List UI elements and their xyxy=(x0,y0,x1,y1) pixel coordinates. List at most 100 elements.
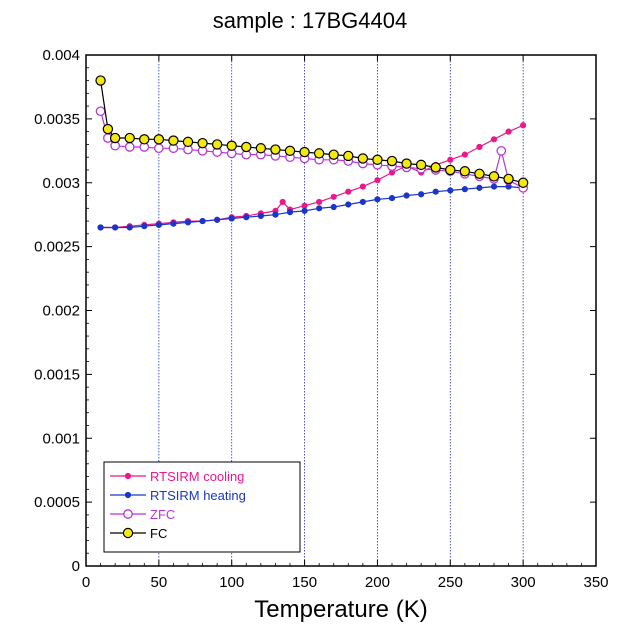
chart-title: sample : 17BG4404 xyxy=(213,8,407,33)
data-point xyxy=(243,214,250,221)
data-point xyxy=(343,150,354,162)
data-point xyxy=(505,128,512,135)
data-point xyxy=(388,194,396,202)
series-layer xyxy=(95,75,529,231)
y-tick-label: 0.003 xyxy=(42,175,80,192)
series-3 xyxy=(95,75,529,188)
data-point xyxy=(97,224,104,231)
axes: 0 50 100 150 200 250 300 350 0 0.0005 0.001 0.0015 0… xyxy=(34,47,608,591)
x-tick-label: 200 xyxy=(365,574,390,591)
data-point xyxy=(490,136,498,143)
data-point xyxy=(445,164,456,176)
data-point xyxy=(372,154,383,165)
data-point xyxy=(241,141,252,153)
legend-marker xyxy=(123,509,133,519)
data-point xyxy=(474,168,485,180)
data-point xyxy=(520,122,527,129)
y-tick-label: 0.0035 xyxy=(34,111,80,128)
data-point xyxy=(170,220,177,227)
data-point xyxy=(299,146,310,158)
data-point xyxy=(415,159,427,171)
legend: RTSIRM cooling RTSIRM heating ZFC FC xyxy=(103,461,301,553)
legend-entry-0: RTSIRM cooling xyxy=(110,469,244,484)
data-point xyxy=(279,198,286,206)
x-tick-label: 100 xyxy=(219,574,244,591)
data-point xyxy=(357,153,369,164)
data-point xyxy=(488,171,500,182)
legend-entry-2: ZFC xyxy=(110,507,175,522)
data-point xyxy=(401,158,412,169)
x-tick-label: 0 xyxy=(82,574,90,591)
x-tick-label: 50 xyxy=(151,574,168,591)
data-point xyxy=(155,221,162,229)
legend-label: RTSIRM heating xyxy=(150,488,246,503)
data-point xyxy=(141,223,148,230)
data-point xyxy=(430,162,441,173)
y-tick-label: 0.0025 xyxy=(34,239,80,256)
series-line-1 xyxy=(100,186,524,229)
data-point xyxy=(214,216,221,223)
data-point xyxy=(286,209,294,216)
legend-label: ZFC xyxy=(150,507,175,522)
legend-box xyxy=(103,461,301,553)
data-point xyxy=(432,188,439,195)
data-point xyxy=(102,123,114,135)
legend-entry-1: RTSIRM heating xyxy=(110,488,246,503)
data-point xyxy=(461,186,468,193)
data-point xyxy=(345,188,352,195)
data-point xyxy=(328,149,339,160)
x-tick-label: 150 xyxy=(292,574,317,591)
data-point xyxy=(257,212,264,220)
x-tick-label: 350 xyxy=(583,574,608,591)
data-point xyxy=(313,148,325,159)
series-1 xyxy=(97,183,527,231)
legend-marker xyxy=(124,491,132,499)
series-line-3 xyxy=(100,80,524,184)
data-point xyxy=(503,173,514,185)
data-point xyxy=(301,207,308,214)
data-point xyxy=(447,156,454,163)
data-point xyxy=(386,155,398,167)
y-tick-label: 0.0005 xyxy=(34,494,80,511)
y-tick-label: 0.002 xyxy=(42,303,80,320)
x-axis-label: Temperature (K) xyxy=(254,596,427,623)
legend-entry-3: FC xyxy=(110,526,167,541)
data-point xyxy=(418,191,425,198)
legend-label: FC xyxy=(150,526,167,541)
data-point xyxy=(184,219,192,226)
y-tick-label: 0 xyxy=(72,558,80,575)
data-point xyxy=(154,143,164,154)
data-point xyxy=(374,177,381,184)
x-tick-label: 300 xyxy=(511,574,536,591)
data-point xyxy=(272,211,279,218)
data-point xyxy=(199,217,206,225)
data-point xyxy=(112,224,119,231)
data-point xyxy=(316,198,323,206)
y-tick-label: 0.0015 xyxy=(34,366,80,383)
data-point xyxy=(301,202,308,209)
y-tick-label: 0.004 xyxy=(42,47,80,64)
data-point xyxy=(476,143,483,151)
data-point xyxy=(270,144,281,155)
grid xyxy=(158,55,524,566)
data-point xyxy=(153,134,165,145)
x-tick-label: 250 xyxy=(438,574,463,591)
data-point xyxy=(330,193,337,200)
data-point xyxy=(490,183,498,190)
data-point xyxy=(461,151,468,158)
data-point xyxy=(95,75,106,86)
data-point xyxy=(459,166,471,177)
data-point xyxy=(476,184,483,191)
data-point xyxy=(359,198,366,206)
data-point xyxy=(226,140,237,151)
data-point xyxy=(374,196,381,203)
series-line-2 xyxy=(100,111,524,189)
legend-marker xyxy=(124,472,132,480)
data-point xyxy=(330,203,337,211)
data-point xyxy=(316,205,323,212)
data-point xyxy=(517,177,529,188)
data-point xyxy=(345,201,352,208)
data-point xyxy=(126,224,133,231)
data-point xyxy=(182,136,194,148)
